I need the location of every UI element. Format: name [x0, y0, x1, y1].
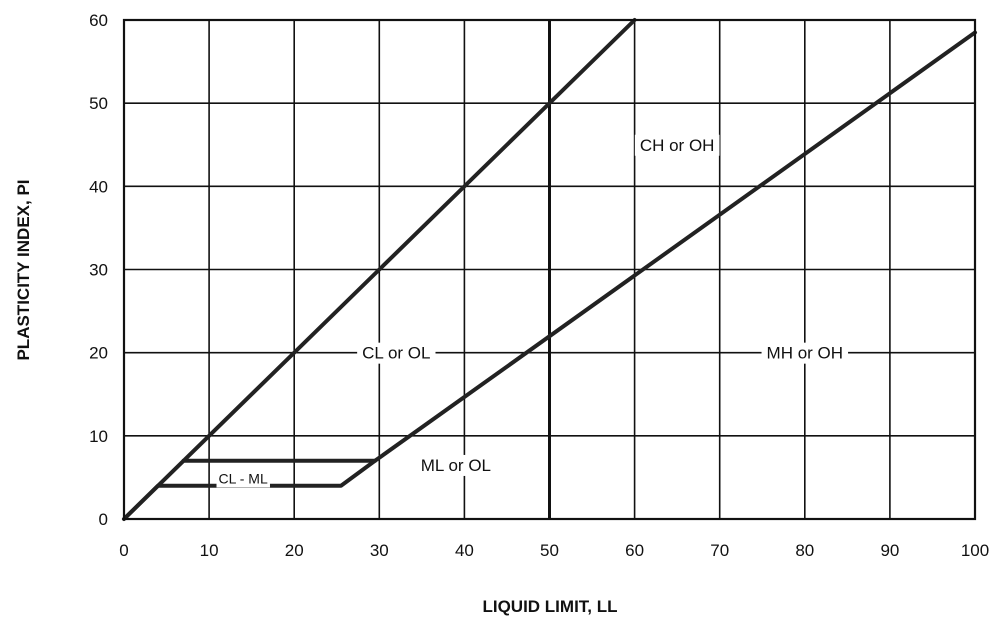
x-tick-label: 60 — [625, 541, 644, 560]
x-tick-label: 50 — [540, 541, 559, 560]
region-label-backing — [761, 342, 849, 364]
series-line-0 — [122, 18, 637, 521]
y-tick-label: 50 — [89, 94, 108, 113]
x-axis-title: LIQUID LIMIT, LL — [482, 597, 617, 616]
region-label-group: CL or OL — [357, 342, 436, 364]
grid — [123, 19, 976, 520]
region-label: CL - ML — [218, 470, 267, 486]
x-tick-label: 80 — [795, 541, 814, 560]
x-tick-label: 90 — [880, 541, 899, 560]
region-label-backing — [415, 454, 497, 476]
region-label-backing — [634, 134, 720, 156]
x-tick-label: 20 — [285, 541, 304, 560]
x-tick-label: 100 — [961, 541, 989, 560]
region-label: CH or OH — [640, 136, 715, 155]
region-label-backing — [216, 469, 270, 488]
region-label-backing — [357, 342, 436, 364]
x-tick-label: 40 — [455, 541, 474, 560]
y-tick-label: 10 — [89, 427, 108, 446]
y-axis-title: PLASTICITY INDEX, PI — [14, 179, 33, 360]
region-label-group: MH or OH — [761, 342, 849, 364]
region-labels: CH or OH CL or OL MH or OH ML or OL CL - ML — [216, 134, 849, 488]
region-label: MH or OH — [767, 344, 844, 363]
y-tick-label: 30 — [89, 261, 108, 280]
y-tick-label: 40 — [89, 177, 108, 196]
series-group — [122, 18, 977, 521]
region-label: CL or OL — [362, 344, 430, 363]
plot-border — [122, 18, 977, 521]
y-tick-label: 60 — [89, 11, 108, 30]
x-tick-label: 30 — [370, 541, 389, 560]
y-tick-label: 20 — [89, 344, 108, 363]
tick-labels: 0 10 20 30 40 50 60 70 80 90 100 0 10 20 30 40 50 60 — [89, 11, 989, 560]
x-tick-label: 0 — [119, 541, 128, 560]
x-tick-label: 70 — [710, 541, 729, 560]
series-line-1 — [122, 30, 977, 521]
region-label-group: CL - ML — [216, 469, 270, 488]
region-label-group: ML or OL — [415, 454, 497, 476]
region-label-group: CH or OH — [634, 134, 720, 156]
x-tick-label: 10 — [200, 541, 219, 560]
region-label: ML or OL — [421, 456, 491, 475]
y-tick-label: 0 — [99, 510, 108, 529]
plot-frame — [122, 18, 977, 521]
